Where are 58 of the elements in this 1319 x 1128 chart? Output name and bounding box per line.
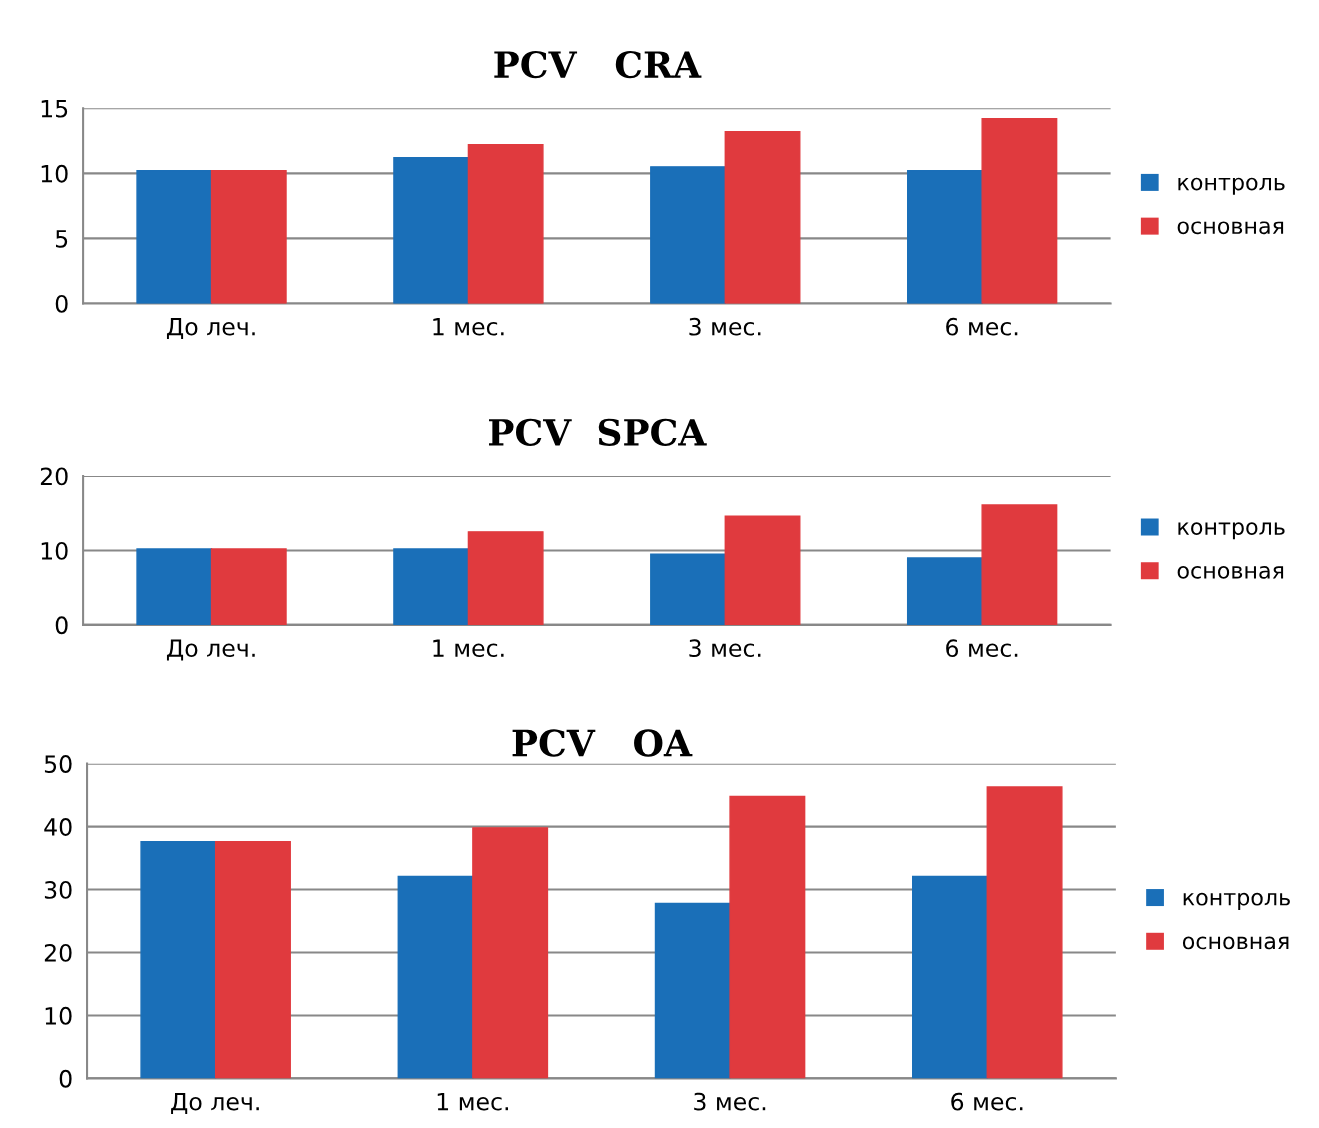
y-tick-label: 50 bbox=[44, 755, 72, 773]
bar bbox=[981, 118, 1058, 304]
bar bbox=[210, 548, 287, 625]
x-tick-label: 6 мес. bbox=[946, 639, 1018, 658]
x-tick-label: 6 мес. bbox=[946, 317, 1018, 336]
bar bbox=[136, 170, 213, 304]
y-tick-label: 0 bbox=[59, 1069, 72, 1088]
x-tick-label: 3 мес. bbox=[694, 1092, 766, 1111]
x-tick-label: До леч. bbox=[166, 639, 255, 661]
legend-label: контроль bbox=[1178, 522, 1285, 540]
x-tick-label: 1 мес. bbox=[437, 1092, 508, 1111]
bar bbox=[393, 548, 470, 625]
chart-title: PCV CRA bbox=[494, 50, 702, 79]
x-tick-label: 1 мес. bbox=[433, 639, 504, 658]
y-tick-label: 0 bbox=[55, 294, 68, 313]
y-tick-label: 20 bbox=[44, 943, 72, 962]
bar bbox=[654, 902, 731, 1079]
legend-label: основная bbox=[1177, 221, 1284, 235]
legend-label: контроль bbox=[1178, 177, 1285, 195]
bar bbox=[650, 166, 726, 304]
chart-title: PCV OA bbox=[512, 729, 693, 757]
legend-label: основная bbox=[1182, 936, 1289, 950]
y-tick-label: 30 bbox=[44, 880, 72, 899]
bar bbox=[136, 548, 213, 625]
x-tick-label: 1 мес. bbox=[433, 318, 504, 336]
x-tick-label: 6 мес. bbox=[951, 1092, 1023, 1111]
bar bbox=[140, 841, 217, 1079]
y-tick-label: 5 bbox=[56, 230, 68, 248]
bar bbox=[911, 875, 988, 1079]
x-tick-label: 3 мес. bbox=[689, 639, 761, 658]
x-tick-label: До леч. bbox=[166, 318, 255, 339]
chart-title: PCV SPCA bbox=[489, 418, 707, 446]
bar bbox=[650, 553, 726, 625]
bar bbox=[724, 515, 801, 625]
bar bbox=[906, 557, 983, 625]
bar bbox=[214, 841, 291, 1079]
y-tick-label: 10 bbox=[41, 541, 68, 560]
bar bbox=[210, 170, 287, 304]
x-tick-label: 3 мес. bbox=[689, 317, 761, 336]
y-tick-label: 15 bbox=[41, 100, 68, 118]
bar bbox=[981, 504, 1058, 625]
bar bbox=[906, 170, 983, 304]
bar bbox=[467, 531, 544, 625]
x-tick-label: До леч. bbox=[171, 1092, 259, 1114]
y-tick-label: 10 bbox=[45, 1006, 72, 1025]
bar bbox=[472, 827, 549, 1079]
bar bbox=[393, 157, 470, 304]
bar bbox=[467, 144, 544, 304]
legend-label: основная bbox=[1177, 566, 1284, 579]
bar bbox=[724, 131, 801, 304]
bar bbox=[397, 875, 474, 1079]
legend-label: контроль bbox=[1183, 892, 1290, 910]
bar bbox=[729, 795, 806, 1079]
bar bbox=[986, 786, 1063, 1079]
y-tick-label: 40 bbox=[44, 818, 72, 836]
y-tick-label: 0 bbox=[55, 616, 68, 635]
y-tick-label: 20 bbox=[40, 467, 68, 486]
y-tick-label: 10 bbox=[41, 164, 68, 183]
